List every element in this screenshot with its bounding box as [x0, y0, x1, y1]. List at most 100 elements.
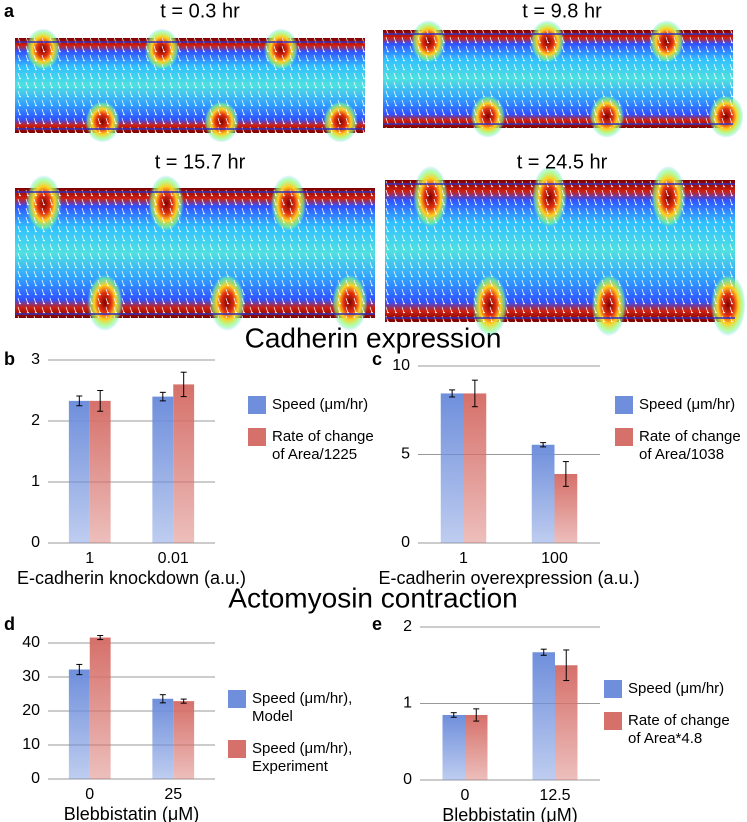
x-tick-label: 100 — [541, 550, 568, 567]
bar — [173, 701, 195, 779]
legend-item: Speed (μm/hr) — [615, 396, 747, 414]
legend-item: Speed (μm/hr), Model — [228, 690, 362, 726]
error-bar — [97, 390, 104, 412]
bar — [68, 669, 90, 779]
x-tick-label: 1 — [459, 550, 468, 567]
legend-label: Rate of change of Area/1038 — [639, 428, 741, 463]
error-bar — [562, 461, 569, 487]
legend-label: Speed (μm/hr), Experiment — [252, 740, 353, 775]
x-tick-label: 0 — [461, 787, 470, 804]
panel-label: a — [4, 1, 15, 21]
velocity-field — [15, 38, 365, 133]
error-bar — [540, 442, 547, 448]
section-title: Actomyosin contraction — [228, 582, 517, 613]
panel-label: b — [4, 349, 15, 369]
panel-label: c — [372, 349, 382, 369]
bar — [463, 393, 487, 543]
legend: Speed (μm/hr) Rate of change of Area/1038 — [615, 396, 747, 478]
bar — [465, 714, 488, 780]
error-bar — [76, 395, 83, 407]
y-tick-label: 30 — [22, 668, 40, 685]
y-tick-label: 20 — [22, 702, 40, 719]
y-tick-label: 2 — [403, 618, 412, 635]
x-axis-label: E-cadherin overexpression (a.u.) — [378, 568, 639, 588]
error-bar — [471, 379, 478, 408]
error-bar — [159, 391, 166, 402]
error-bar — [563, 649, 570, 682]
bar — [173, 384, 195, 543]
y-tick-label: 0 — [403, 771, 412, 788]
legend-item: Rate of change of Area/1225 — [248, 428, 382, 464]
bar — [532, 652, 555, 780]
error-bar — [450, 712, 457, 718]
error-bar — [97, 635, 104, 641]
x-tick-label: 0.01 — [158, 550, 189, 567]
y-tick-label: 2 — [31, 412, 40, 429]
y-tick-label: 1 — [31, 473, 40, 490]
velocity-field — [15, 188, 375, 318]
y-tick-label: 10 — [22, 736, 40, 753]
velocity-field — [385, 180, 735, 322]
y-tick-label: 0 — [401, 534, 410, 551]
legend-label: Rate of change of Area*4.8 — [628, 712, 730, 747]
legend-swatch — [604, 680, 622, 698]
legend-swatch — [604, 712, 622, 730]
frame-title: t = 15.7 hr — [155, 151, 246, 173]
panel-label: e — [372, 614, 382, 634]
legend: Speed (μm/hr) Rate of change of Area*4.8 — [604, 680, 738, 762]
bar — [152, 698, 174, 779]
error-bar — [449, 389, 456, 398]
legend-swatch — [248, 396, 266, 414]
bar — [152, 396, 174, 543]
x-tick-label: 25 — [164, 786, 182, 803]
legend-label: Rate of change of Area/1225 — [272, 428, 374, 463]
error-bar — [159, 694, 166, 704]
legend-item: Speed (μm/hr) — [604, 680, 738, 698]
y-tick-label: 0 — [31, 770, 40, 787]
x-tick-label: 1 — [85, 550, 94, 567]
legend-item: Speed (μm/hr) — [248, 396, 382, 414]
frame-title: t = 24.5 hr — [517, 151, 608, 173]
bar — [68, 400, 90, 543]
legend-item: Rate of change of Area*4.8 — [604, 712, 738, 748]
error-bar — [473, 708, 480, 722]
x-axis-label: E-cadherin knockdown (a.u.) — [17, 568, 246, 588]
velocity-field — [383, 30, 733, 128]
y-tick-label: 5 — [401, 446, 410, 463]
legend-label: Speed (μm/hr), Model — [252, 690, 353, 725]
y-tick-label: 40 — [22, 634, 40, 651]
x-axis-label: Blebbistatin (μM) — [442, 805, 577, 822]
error-bar — [76, 663, 83, 676]
legend: Speed (μm/hr), Model Speed (μm/hr), Exper… — [228, 690, 362, 790]
bar — [440, 393, 464, 543]
legend-item: Speed (μm/hr), Experiment — [228, 740, 362, 776]
x-axis-label: Blebbistatin (μM) — [64, 804, 199, 822]
bar — [531, 444, 555, 543]
legend-swatch — [248, 428, 266, 446]
legend-swatch — [228, 740, 246, 758]
panel-label: d — [4, 614, 15, 634]
legend-swatch — [615, 396, 633, 414]
x-tick-label: 0 — [85, 786, 94, 803]
bar — [89, 637, 111, 779]
legend-item: Rate of change of Area/1038 — [615, 428, 747, 464]
y-tick-label: 1 — [403, 695, 412, 712]
legend-label: Speed (μm/hr) — [628, 680, 725, 697]
frame-title: t = 9.8 hr — [522, 0, 602, 22]
error-bar — [540, 648, 547, 656]
bar — [442, 714, 465, 780]
bar — [89, 400, 111, 543]
legend-swatch — [615, 428, 633, 446]
bar — [554, 473, 578, 543]
y-tick-label: 3 — [31, 351, 40, 368]
frame-title: t = 0.3 hr — [160, 0, 240, 22]
legend-label: Speed (μm/hr) — [272, 396, 369, 413]
error-bar — [180, 371, 187, 398]
legend-label: Speed (μm/hr) — [639, 396, 736, 413]
bar — [555, 665, 578, 780]
y-tick-label: 10 — [392, 357, 410, 374]
x-tick-label: 12.5 — [539, 787, 570, 804]
error-bar — [180, 698, 187, 704]
